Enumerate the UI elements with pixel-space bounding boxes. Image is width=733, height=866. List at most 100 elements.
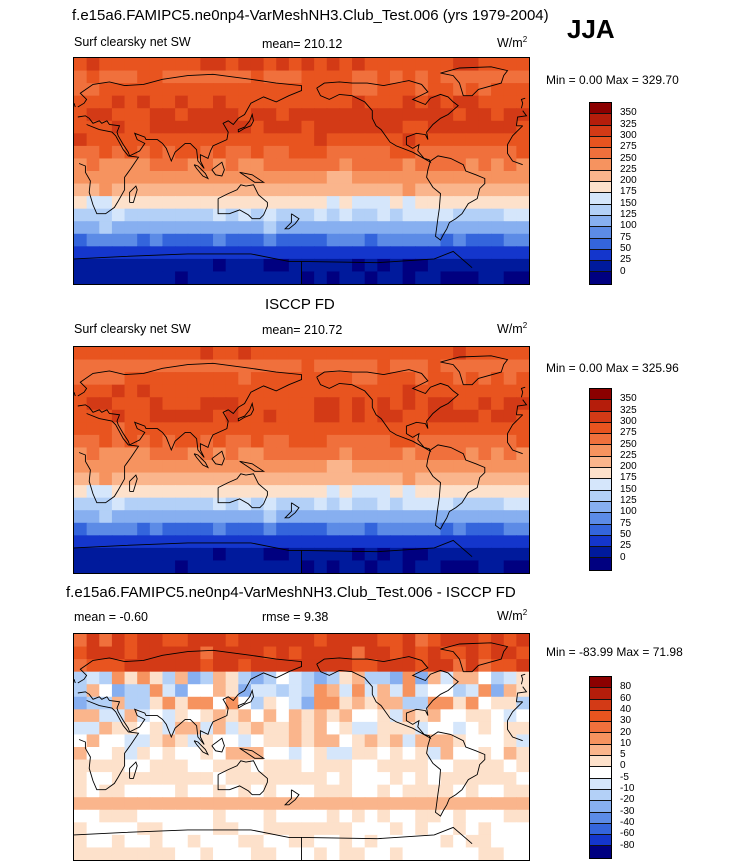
field-cell (364, 772, 378, 786)
field-cell (364, 497, 378, 511)
field-cell (250, 120, 265, 134)
field-cell (250, 497, 265, 511)
field-cell (503, 397, 517, 411)
field-cell (225, 208, 239, 222)
field-cell (352, 747, 366, 761)
field-cell (326, 822, 341, 836)
field-cell (427, 196, 442, 210)
field-cell (86, 560, 100, 573)
field-cell (74, 535, 88, 549)
field-cell (415, 684, 429, 698)
field-cell (339, 696, 353, 710)
field-cell (74, 759, 88, 773)
field-cell (213, 372, 227, 386)
field-cell (162, 472, 176, 486)
field-cell (137, 784, 151, 798)
field-cell (162, 809, 176, 823)
field-cell (339, 208, 353, 222)
field-cell (74, 472, 88, 486)
field-cell (213, 384, 227, 398)
field-cell (503, 497, 517, 511)
field-cell (250, 759, 265, 773)
field-cell (213, 659, 227, 673)
field-cell (162, 422, 176, 436)
field-cell (364, 684, 378, 698)
field-cell (453, 547, 467, 562)
field-cell (314, 108, 328, 122)
field-cell (288, 359, 303, 373)
field-cell (503, 108, 517, 122)
colorbar-tick-label: 225 (620, 163, 637, 175)
field-cell (478, 95, 492, 109)
field-cell (352, 834, 366, 849)
field-cell (352, 759, 366, 773)
field-cell (364, 171, 378, 185)
field-cell (213, 258, 227, 273)
field-cell (491, 747, 505, 761)
field-cell (339, 246, 353, 260)
field-cell (389, 133, 404, 147)
field-cell (175, 696, 189, 710)
field-cell (339, 734, 353, 748)
field-cell (516, 847, 529, 860)
field-cell (137, 759, 151, 773)
field-cell (364, 696, 378, 710)
field-cell (453, 183, 467, 197)
field-cell (149, 497, 164, 511)
field-cell (86, 646, 100, 660)
field-cell (124, 809, 138, 823)
field-cell (402, 472, 416, 486)
field-cell (250, 233, 265, 247)
field-cell (86, 83, 100, 97)
field-cell (465, 522, 480, 536)
field-cell (440, 472, 454, 486)
field-cell (339, 709, 353, 723)
field-cell (175, 359, 189, 373)
field-cell (124, 221, 138, 235)
field-cell (162, 847, 176, 860)
field-cell (389, 759, 404, 773)
field-cell (491, 847, 505, 860)
field-cell (402, 497, 416, 511)
field-cell (213, 734, 227, 748)
field-cell (250, 721, 265, 736)
colorbar-swatch (590, 422, 611, 435)
field-cell (137, 659, 151, 673)
field-cell (225, 145, 239, 160)
field-cell (478, 409, 492, 423)
field-cell (263, 634, 277, 648)
field-cell (162, 696, 176, 710)
field-cell (149, 258, 164, 273)
field-cell (99, 709, 113, 723)
field-cell (415, 384, 429, 398)
field-cell (263, 696, 277, 710)
field-cell (301, 646, 315, 660)
field-cell (516, 145, 529, 160)
field-cell (175, 497, 189, 511)
field-cell (389, 747, 404, 761)
field-cell (250, 158, 265, 172)
field-cell (124, 784, 138, 798)
field-cell (200, 397, 214, 411)
colorbar-swatch (590, 272, 611, 284)
field-cell (415, 258, 429, 273)
field-cell (111, 671, 126, 685)
field-cell (478, 460, 492, 474)
field-cell (124, 822, 138, 836)
field-cell (491, 397, 505, 411)
field-cell (149, 809, 164, 823)
field-cell (427, 384, 442, 398)
field-cell (213, 208, 227, 222)
field-cell (124, 208, 138, 222)
field-cell (339, 434, 353, 449)
field-cell (99, 108, 113, 122)
field-cell (137, 485, 151, 499)
colorbar-tick-label: 325 (620, 118, 637, 130)
field-cell (124, 847, 138, 860)
field-cell (427, 120, 442, 134)
field-cell (263, 659, 277, 673)
field-cell (111, 809, 126, 823)
field-cell (250, 83, 265, 97)
field-cell (213, 422, 227, 436)
field-cell (478, 734, 492, 748)
